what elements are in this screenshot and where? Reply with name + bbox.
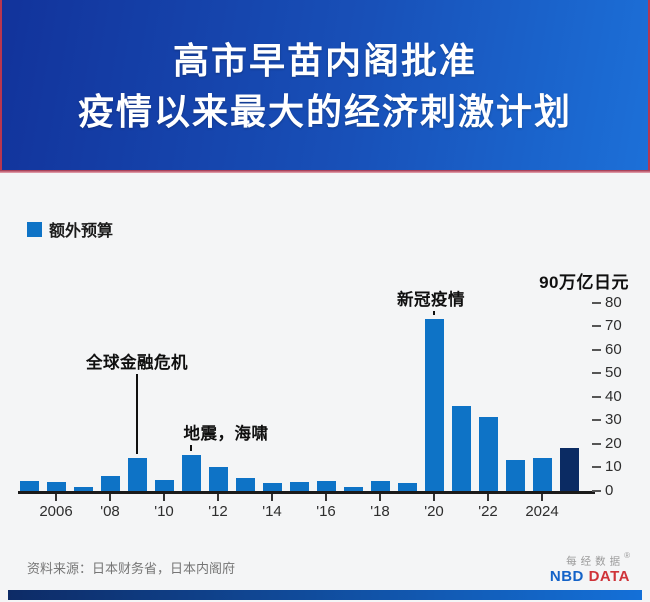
y-axis-tick bbox=[592, 348, 601, 351]
bar bbox=[343, 486, 363, 491]
chart-legend: 额外预算 bbox=[27, 217, 113, 241]
y-axis-label: 20 bbox=[605, 434, 622, 452]
bar bbox=[370, 480, 390, 491]
y-axis-tick bbox=[592, 372, 601, 375]
bar bbox=[73, 487, 93, 491]
y-axis-unit-label: 90万亿日元 bbox=[539, 273, 629, 292]
bar bbox=[424, 319, 444, 491]
y-axis-label: 50 bbox=[605, 364, 622, 382]
x-axis-tick bbox=[55, 494, 57, 501]
nbd-data-logo: 每经数据® NBD DATA bbox=[550, 548, 630, 584]
y-axis-label: 40 bbox=[605, 387, 622, 405]
x-axis-label: '20 bbox=[424, 503, 444, 520]
x-axis-tick bbox=[217, 494, 219, 501]
bar bbox=[46, 481, 66, 491]
bar bbox=[181, 455, 201, 491]
header-accent-line bbox=[0, 170, 650, 173]
bottom-accent-strip bbox=[8, 590, 642, 600]
bar bbox=[316, 481, 336, 491]
bar bbox=[289, 482, 309, 491]
bar-highlight bbox=[559, 447, 579, 491]
y-axis-tick bbox=[592, 442, 601, 445]
header-banner: 高市早苗内阁批准 疫情以来最大的经济刺激计划 bbox=[0, 0, 650, 170]
x-axis-label: '10 bbox=[154, 503, 174, 520]
x-axis-label: '16 bbox=[316, 503, 336, 520]
logo-english-line: NBD DATA bbox=[550, 569, 630, 584]
legend-label: 额外预算 bbox=[49, 223, 114, 240]
x-axis-tick bbox=[379, 494, 381, 501]
bar bbox=[100, 476, 120, 491]
page-title: 高市早苗内阁批准 疫情以来最大的经济刺激计划 bbox=[2, 0, 648, 137]
x-axis-tick bbox=[109, 494, 111, 501]
x-axis-label: 2006 bbox=[39, 503, 73, 520]
y-axis-label: 60 bbox=[605, 340, 622, 358]
bar bbox=[262, 482, 282, 491]
x-axis-label: '12 bbox=[208, 503, 228, 520]
x-axis-tick bbox=[271, 494, 273, 501]
logo-data-text: DATA bbox=[588, 568, 630, 586]
x-axis-label: 2024 bbox=[525, 503, 559, 520]
annotation-label: 全球金融危机 bbox=[86, 354, 188, 372]
annotation-label: 新冠疫情 bbox=[397, 291, 465, 309]
annotation-line bbox=[433, 311, 435, 316]
bar bbox=[127, 458, 147, 491]
y-axis-label: 0 bbox=[605, 482, 614, 499]
y-axis-label: 10 bbox=[605, 458, 622, 476]
annotation-line bbox=[190, 445, 192, 452]
bar bbox=[235, 478, 255, 491]
bar bbox=[19, 480, 39, 491]
annotation-label: 地震，海啸 bbox=[183, 425, 269, 443]
bar bbox=[208, 467, 228, 491]
annotation-line bbox=[136, 374, 138, 455]
y-axis-label: 30 bbox=[605, 411, 622, 429]
bar bbox=[478, 416, 498, 491]
x-axis-label: '14 bbox=[262, 503, 282, 520]
bar bbox=[451, 406, 471, 491]
x-axis-label: '22 bbox=[478, 503, 498, 520]
x-axis-tick bbox=[163, 494, 165, 501]
y-axis-tick bbox=[592, 395, 601, 398]
y-axis-label: 80 bbox=[605, 293, 622, 311]
x-axis-line bbox=[18, 491, 595, 494]
x-axis-label: '08 bbox=[100, 503, 120, 520]
title-line-1: 高市早苗内阁批准 bbox=[172, 40, 477, 81]
bar bbox=[397, 482, 417, 491]
x-axis-tick bbox=[541, 494, 543, 501]
bar bbox=[505, 459, 525, 491]
registered-mark-icon: ® bbox=[624, 551, 630, 560]
bar bbox=[154, 480, 174, 491]
logo-nbd-text: NBD bbox=[549, 568, 584, 586]
x-axis-tick bbox=[433, 494, 435, 501]
x-axis-tick bbox=[487, 494, 489, 501]
y-axis-tick bbox=[592, 325, 601, 328]
y-axis-tick bbox=[592, 419, 601, 422]
logo-chinese-line: 每经数据® bbox=[566, 551, 630, 568]
y-axis-label: 70 bbox=[605, 317, 622, 335]
legend-swatch-icon bbox=[27, 221, 42, 237]
x-axis-label: '18 bbox=[370, 503, 390, 520]
bar bbox=[532, 458, 552, 491]
y-axis-tick bbox=[592, 301, 601, 304]
y-axis-tick bbox=[592, 466, 601, 469]
source-text: 资料来源：日本财务省，日本内阁府 bbox=[27, 561, 236, 576]
title-line-2: 疫情以来最大的经济刺激计划 bbox=[77, 91, 572, 132]
x-axis-tick bbox=[325, 494, 327, 501]
y-axis-tick bbox=[592, 490, 601, 492]
